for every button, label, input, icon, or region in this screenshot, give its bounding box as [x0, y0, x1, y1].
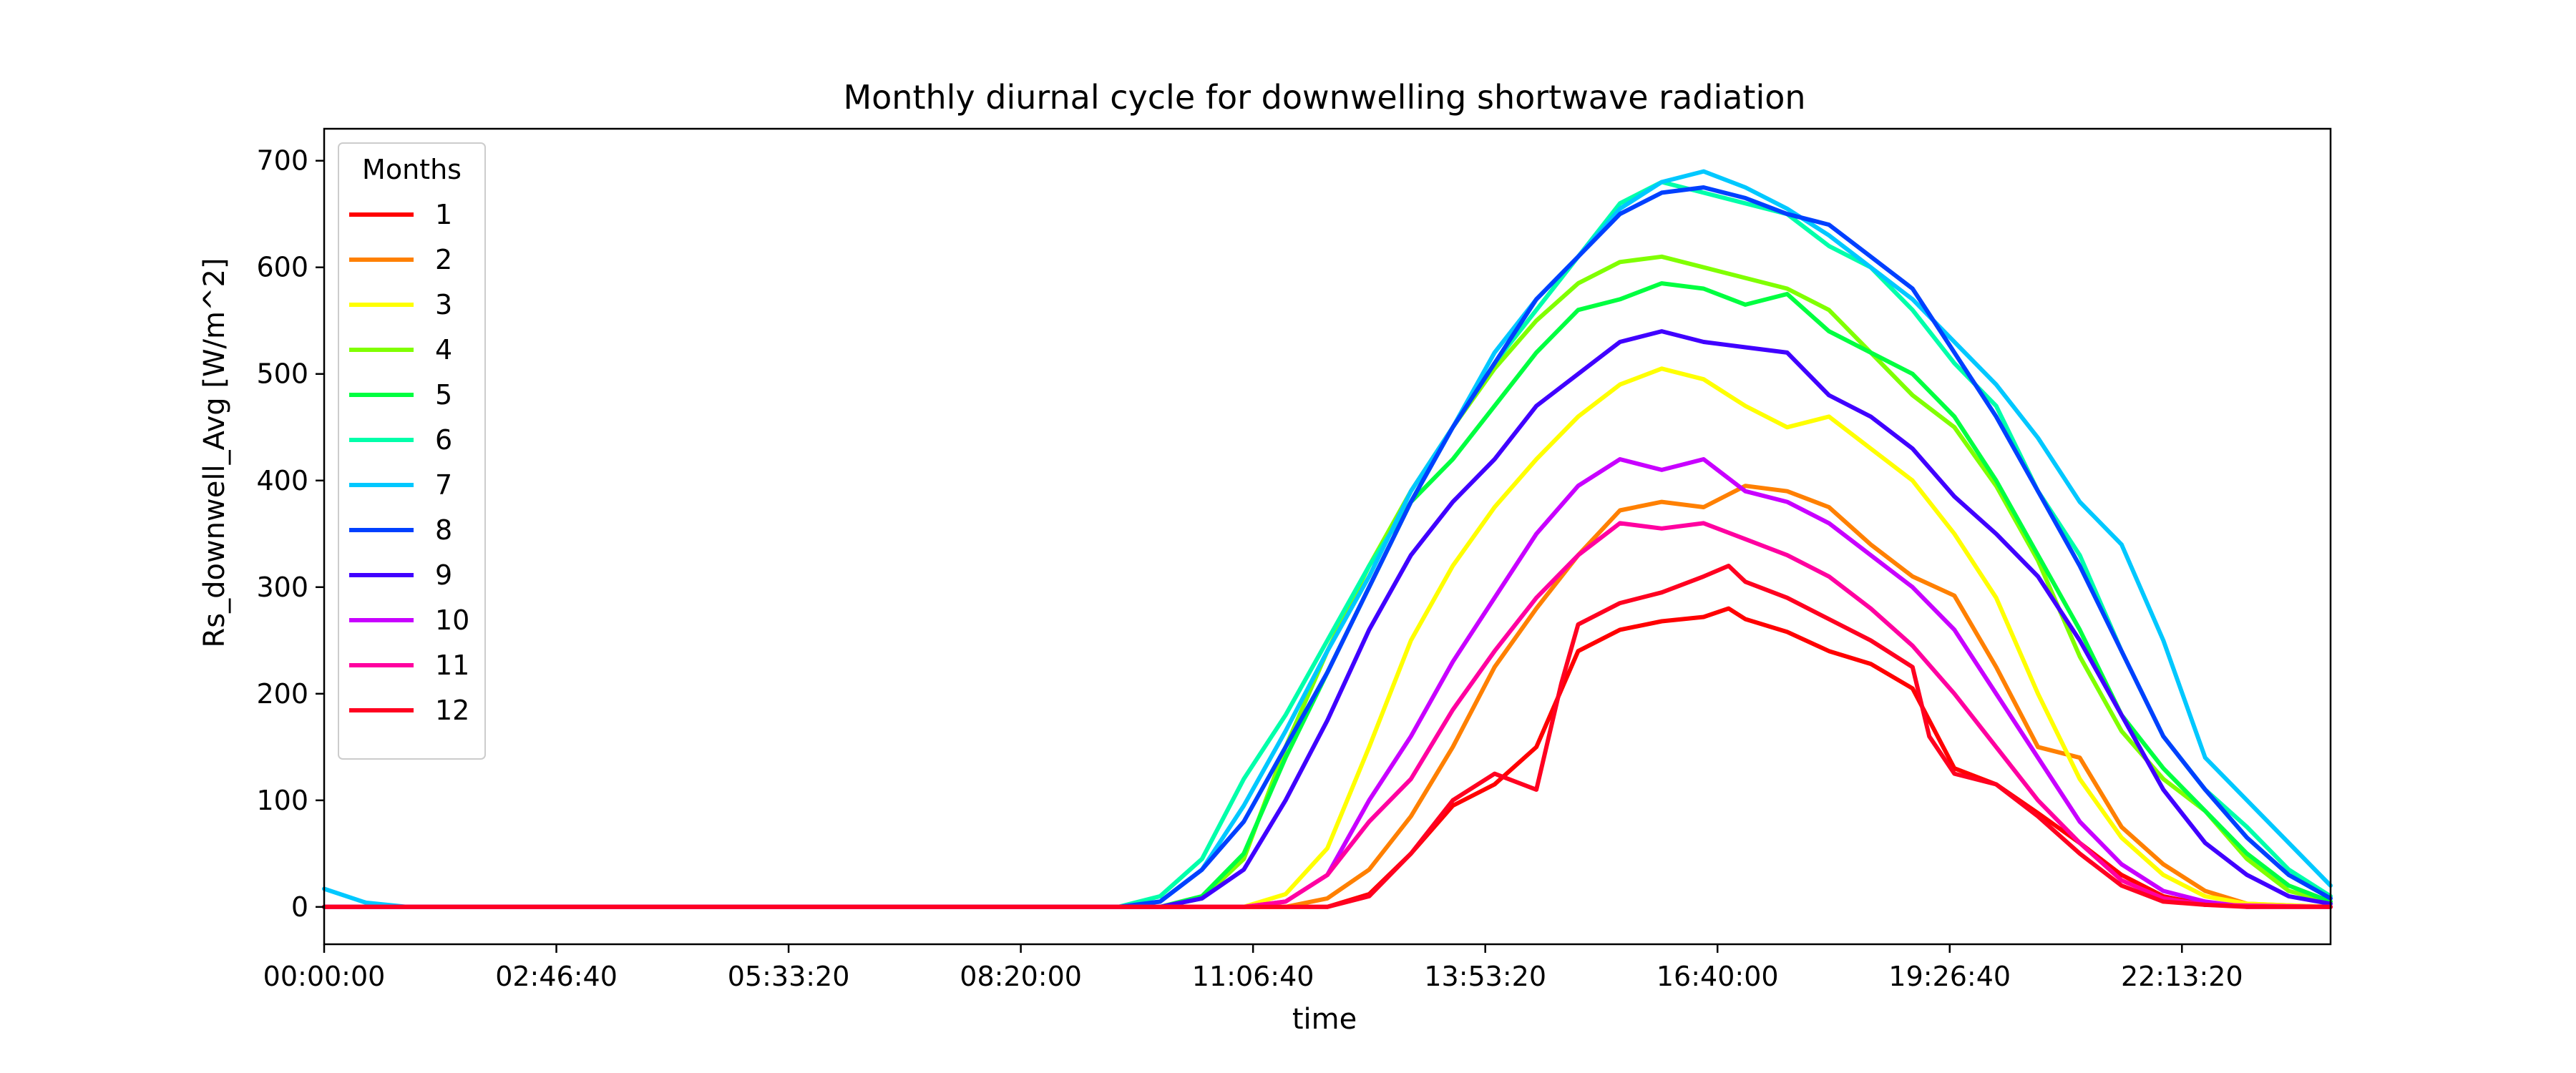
y-tick-label: 700: [256, 145, 308, 177]
series-line-3: [322, 366, 2333, 909]
series-lines: [322, 169, 2333, 909]
plot-frame: [323, 127, 2332, 946]
x-tick-label: 16:40:00: [1657, 961, 1779, 992]
legend-label-1: 1: [435, 199, 452, 230]
series-line-10: [322, 457, 2333, 909]
series-line-11: [322, 521, 2333, 909]
legend-label-4: 4: [435, 334, 452, 366]
y-tick-label: 0: [291, 891, 308, 923]
chart-title: Monthly diurnal cycle for downwelling sh…: [843, 78, 1805, 117]
series-line-7: [322, 169, 2333, 909]
legend-title: Months: [362, 154, 462, 185]
legend-label-12: 12: [435, 695, 469, 726]
x-tick-label: 19:26:40: [1888, 961, 2011, 992]
legend-label-8: 8: [435, 514, 452, 546]
x-tick-label: 02:46:40: [495, 961, 618, 992]
series-line-12: [322, 564, 2333, 909]
legend-box: [338, 142, 486, 760]
legend-label-6: 6: [435, 424, 452, 456]
y-tick-label: 400: [256, 465, 308, 496]
legend-label-11: 11: [435, 650, 469, 681]
x-tick-label: 22:13:20: [2121, 961, 2243, 992]
series-line-9: [322, 329, 2333, 909]
legend-label-7: 7: [435, 469, 452, 501]
x-axis-label: time: [1292, 1003, 1357, 1036]
y-tick-label: 500: [256, 358, 308, 390]
legend-label-2: 2: [435, 244, 452, 275]
y-axis-label: Rs_downwell_Avg [W/m^2]: [198, 258, 231, 647]
legend-label-5: 5: [435, 379, 452, 411]
x-tick-label: 00:00:00: [263, 961, 386, 992]
y-tick-label: 200: [256, 678, 308, 710]
axis-ticks: 00:00:00 02:46:40 05:33:20 08:20:00 11:06:40…: [256, 145, 2243, 992]
x-tick-label: 11:06:40: [1192, 961, 1314, 992]
legend-label-3: 3: [435, 289, 452, 320]
series-line-2: [322, 484, 2333, 909]
x-tick-label: 13:53:20: [1424, 961, 1546, 992]
x-tick-label: 08:20:00: [960, 961, 1082, 992]
legend-label-9: 9: [435, 559, 452, 591]
legend-label-10: 10: [435, 604, 469, 636]
y-tick-label: 300: [256, 572, 308, 603]
series-line-8: [322, 185, 2333, 909]
y-tick-label: 100: [256, 785, 308, 816]
x-tick-label: 05:33:20: [728, 961, 850, 992]
y-tick-label: 600: [256, 252, 308, 283]
